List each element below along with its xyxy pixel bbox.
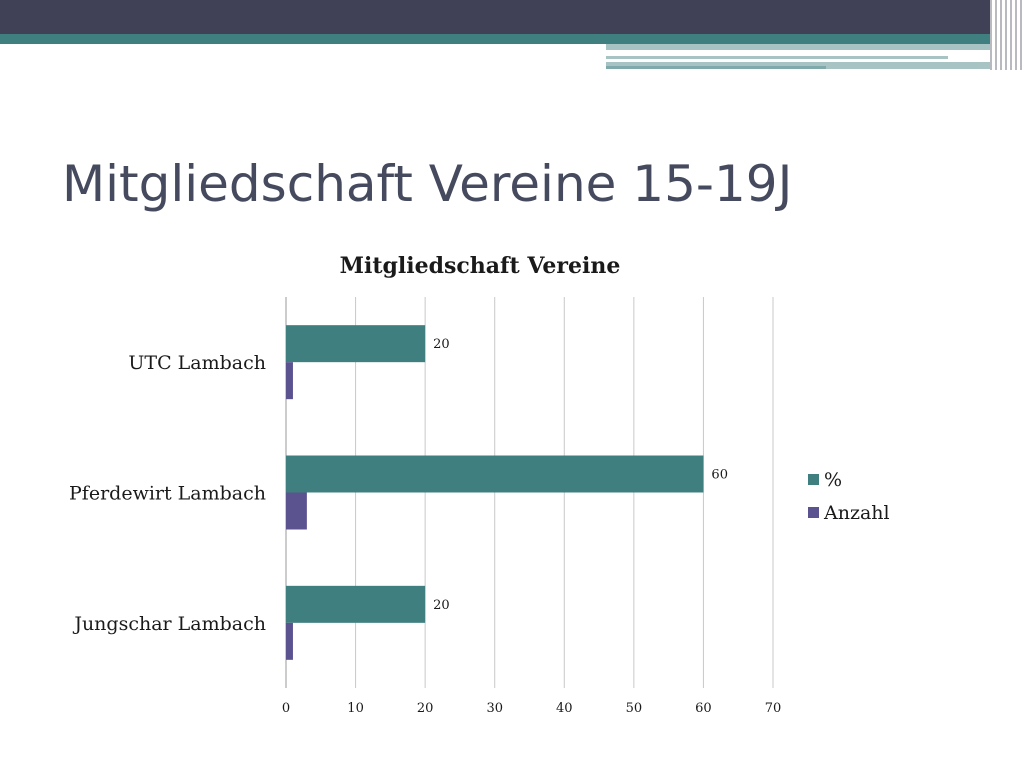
category-label: Pferdewirt Lambach bbox=[69, 483, 266, 505]
category-label: Jungschar Lambach bbox=[72, 613, 266, 635]
data-label: 60 bbox=[711, 468, 728, 483]
x-tick-label: 60 bbox=[695, 701, 712, 716]
legend-swatch bbox=[808, 474, 819, 485]
x-tick-label: 0 bbox=[282, 701, 290, 716]
data-label: 20 bbox=[433, 337, 450, 352]
x-tick-label: 30 bbox=[486, 701, 503, 716]
legend-swatch bbox=[808, 507, 819, 518]
category-label: UTC Lambach bbox=[128, 352, 266, 374]
bar-anzahl bbox=[286, 492, 307, 530]
x-tick-label: 10 bbox=[347, 701, 364, 716]
bar-percent bbox=[286, 455, 704, 493]
header-right-lines bbox=[990, 0, 1024, 70]
header-accent-band bbox=[0, 34, 990, 44]
bar-anzahl bbox=[286, 362, 293, 400]
data-label: 20 bbox=[433, 598, 450, 613]
x-tick-label: 50 bbox=[626, 701, 643, 716]
header-bar bbox=[0, 0, 990, 34]
header-stripe-1 bbox=[606, 56, 948, 59]
legend-entry: Anzahl bbox=[823, 502, 890, 524]
header-white-gap bbox=[0, 44, 606, 50]
bar-percent bbox=[286, 585, 426, 623]
header-stripe-2 bbox=[606, 62, 1000, 69]
chart-title: Mitgliedschaft Vereine bbox=[340, 253, 621, 279]
legend-entry: % bbox=[824, 469, 842, 491]
x-tick-label: 70 bbox=[765, 701, 782, 716]
header-stripe-3 bbox=[606, 66, 826, 69]
slide-title: Mitgliedschaft Vereine 15-19J bbox=[62, 155, 793, 213]
x-tick-label: 20 bbox=[417, 701, 434, 716]
x-tick-label: 40 bbox=[556, 701, 573, 716]
bar-percent bbox=[286, 325, 426, 363]
bar-anzahl bbox=[286, 622, 293, 660]
